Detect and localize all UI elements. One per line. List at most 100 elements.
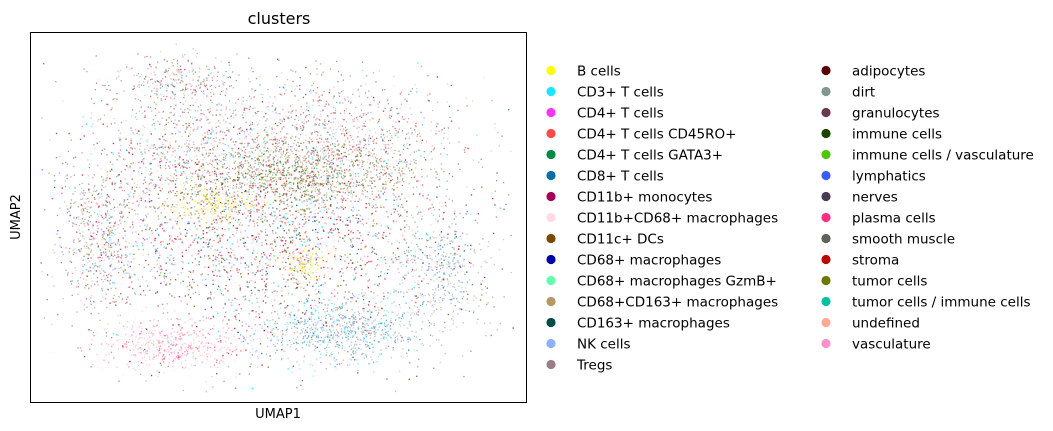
scatter-point bbox=[393, 221, 395, 223]
scatter-point bbox=[279, 178, 282, 180]
scatter-point bbox=[362, 299, 365, 301]
scatter-point bbox=[259, 206, 262, 208]
scatter-point bbox=[311, 272, 313, 274]
scatter-point bbox=[106, 205, 108, 207]
scatter-point bbox=[105, 332, 107, 334]
scatter-point bbox=[390, 115, 393, 117]
scatter-point bbox=[93, 301, 95, 303]
scatter-point bbox=[398, 215, 401, 218]
scatter-point bbox=[408, 378, 410, 380]
scatter-point bbox=[187, 221, 190, 223]
scatter-point bbox=[376, 169, 378, 171]
scatter-point bbox=[229, 236, 231, 238]
scatter-point bbox=[234, 256, 236, 259]
scatter-point bbox=[101, 222, 103, 224]
scatter-point bbox=[320, 267, 322, 269]
scatter-point bbox=[386, 378, 388, 380]
scatter-point bbox=[433, 367, 435, 369]
scatter-point bbox=[247, 248, 249, 251]
scatter-point bbox=[194, 365, 196, 367]
scatter-point bbox=[483, 77, 485, 79]
scatter-point bbox=[182, 268, 184, 270]
scatter-point bbox=[425, 141, 428, 143]
scatter-point bbox=[53, 285, 55, 287]
scatter-point bbox=[283, 300, 285, 302]
scatter-point bbox=[344, 144, 346, 146]
scatter-point bbox=[138, 203, 140, 206]
scatter-point bbox=[248, 265, 250, 267]
scatter-point bbox=[296, 331, 299, 333]
scatter-point bbox=[360, 215, 362, 217]
scatter-point bbox=[337, 292, 339, 294]
scatter-point bbox=[225, 193, 228, 195]
scatter-point bbox=[256, 242, 258, 244]
scatter-point bbox=[198, 160, 200, 162]
scatter-point bbox=[235, 232, 238, 234]
scatter-point bbox=[299, 199, 301, 201]
scatter-point bbox=[228, 262, 231, 264]
scatter-point bbox=[367, 260, 370, 263]
scatter-point bbox=[336, 307, 338, 309]
scatter-point bbox=[421, 280, 423, 282]
scatter-point bbox=[228, 255, 230, 257]
scatter-point bbox=[230, 252, 233, 254]
scatter-point bbox=[325, 183, 328, 185]
scatter-point bbox=[373, 327, 376, 329]
scatter-point bbox=[202, 201, 205, 203]
scatter-point bbox=[336, 207, 338, 209]
scatter-point bbox=[287, 247, 289, 249]
scatter-point bbox=[324, 194, 327, 196]
scatter-point bbox=[257, 269, 259, 272]
scatter-point bbox=[393, 203, 395, 206]
scatter-point bbox=[402, 276, 404, 278]
scatter-point bbox=[240, 308, 242, 310]
scatter-point bbox=[310, 89, 312, 91]
scatter-point bbox=[222, 188, 224, 190]
scatter-point bbox=[314, 124, 316, 126]
scatter-point bbox=[171, 180, 173, 182]
scatter-point bbox=[284, 307, 286, 309]
scatter-point bbox=[300, 166, 302, 168]
scatter-point bbox=[264, 231, 267, 233]
scatter-point bbox=[222, 233, 224, 236]
scatter-point bbox=[332, 155, 335, 157]
scatter-point bbox=[260, 218, 262, 220]
scatter-point bbox=[344, 260, 346, 262]
scatter-point bbox=[356, 127, 358, 129]
scatter-point bbox=[240, 164, 242, 166]
plot-background bbox=[30, 32, 527, 403]
scatter-point bbox=[338, 207, 340, 210]
scatter-point bbox=[241, 321, 243, 323]
scatter-point bbox=[173, 241, 175, 243]
scatter-point bbox=[508, 109, 510, 111]
scatter-point bbox=[334, 289, 336, 291]
scatter-point bbox=[245, 246, 247, 248]
scatter-point bbox=[284, 237, 286, 239]
scatter-point bbox=[352, 262, 354, 264]
scatter-point bbox=[326, 211, 328, 213]
scatter-point bbox=[235, 314, 237, 316]
scatter-point bbox=[323, 210, 325, 212]
scatter-point bbox=[264, 285, 267, 287]
scatter-point bbox=[239, 209, 241, 212]
scatter-point bbox=[137, 130, 140, 132]
scatter-point bbox=[155, 250, 157, 253]
scatter-point bbox=[262, 210, 264, 212]
scatter-point bbox=[338, 232, 340, 234]
scatter-point bbox=[421, 215, 423, 217]
scatter-point bbox=[157, 305, 159, 307]
scatter-point bbox=[458, 245, 460, 247]
scatter-point bbox=[223, 266, 225, 268]
scatter-point bbox=[257, 224, 259, 227]
scatter-point bbox=[136, 241, 138, 244]
scatter-point bbox=[170, 146, 172, 148]
scatter-point bbox=[329, 162, 331, 164]
scatter-point bbox=[231, 329, 233, 332]
scatter-point bbox=[270, 212, 273, 214]
scatter-point bbox=[305, 254, 307, 256]
scatter-point bbox=[379, 168, 382, 170]
scatter-point bbox=[236, 194, 239, 196]
scatter-point bbox=[186, 202, 189, 204]
scatter-point bbox=[184, 295, 186, 298]
scatter-point bbox=[242, 140, 244, 143]
